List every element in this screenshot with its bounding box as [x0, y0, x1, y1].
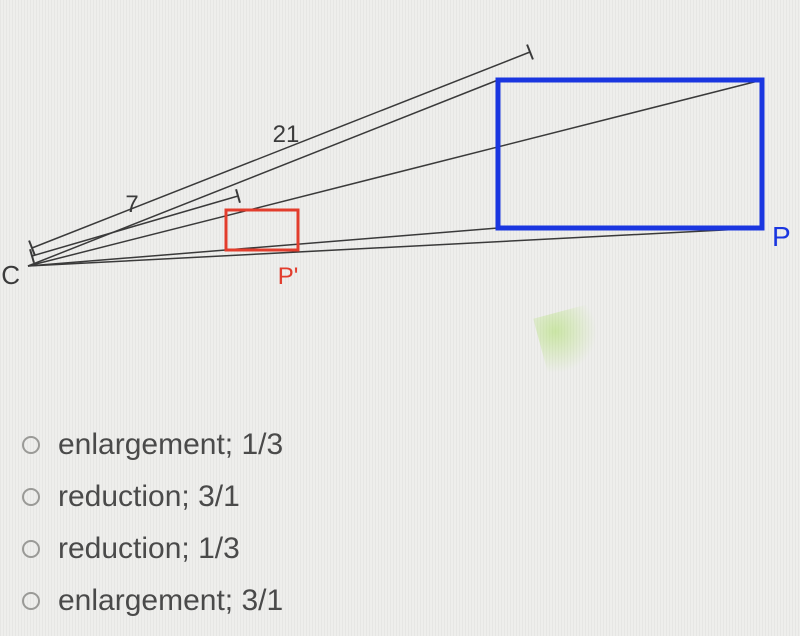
option-c[interactable]: reduction; 1/3	[22, 532, 283, 566]
option-d[interactable]: enlargement; 3/1	[22, 584, 283, 618]
svg-text:P: P	[772, 221, 791, 252]
radio-icon	[22, 436, 40, 454]
option-a[interactable]: enlargement; 1/3	[22, 428, 283, 462]
option-label: enlargement; 3/1	[58, 584, 283, 618]
answer-options: enlargement; 1/3 reduction; 3/1 reductio…	[22, 410, 283, 636]
svg-text:P': P'	[278, 263, 299, 290]
option-label: reduction; 1/3	[58, 532, 240, 566]
dilation-diagram: 7 21 P P' C	[0, 0, 800, 400]
radio-icon	[22, 488, 40, 506]
option-label: enlargement; 1/3	[58, 428, 283, 462]
svg-text:21: 21	[273, 121, 300, 148]
option-b[interactable]: reduction; 3/1	[22, 480, 283, 514]
radio-icon	[22, 592, 40, 610]
option-label: reduction; 3/1	[58, 480, 240, 514]
svg-text:7: 7	[125, 191, 138, 218]
radio-icon	[22, 540, 40, 558]
svg-text:C: C	[1, 260, 20, 290]
